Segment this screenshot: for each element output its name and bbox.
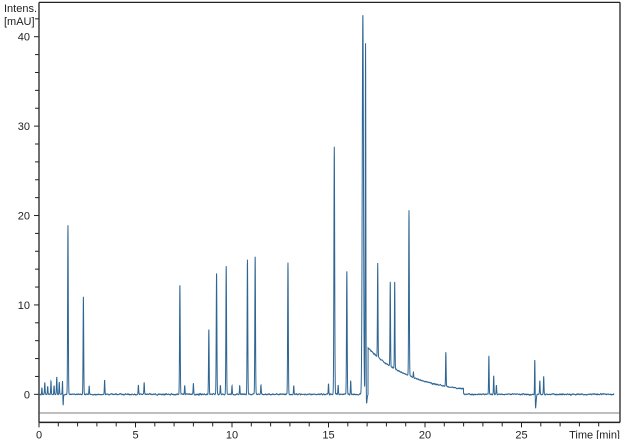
svg-text:10: 10 — [226, 429, 238, 439]
svg-text:[mAU]: [mAU] — [4, 16, 35, 28]
svg-text:Time [min]: Time [min] — [569, 429, 620, 439]
svg-text:0: 0 — [36, 429, 42, 439]
svg-text:30: 30 — [18, 121, 30, 133]
svg-text:5: 5 — [132, 429, 138, 439]
svg-text:0: 0 — [24, 389, 30, 401]
svg-text:20: 20 — [419, 429, 431, 439]
svg-text:10: 10 — [18, 300, 30, 312]
svg-text:20: 20 — [18, 211, 30, 223]
svg-text:40: 40 — [18, 32, 30, 44]
svg-text:15: 15 — [322, 429, 334, 439]
svg-text:25: 25 — [515, 429, 527, 439]
svg-text:Intens.: Intens. — [4, 3, 37, 15]
